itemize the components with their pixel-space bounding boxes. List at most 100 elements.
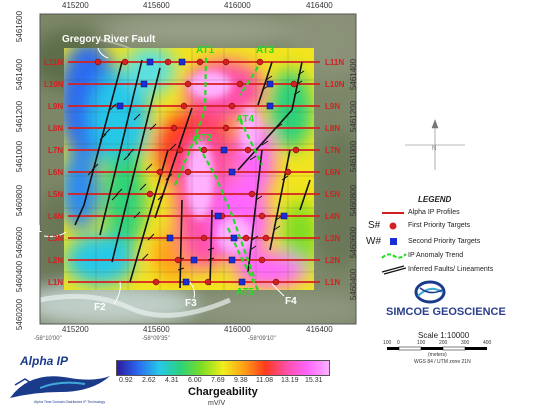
northing-tick: 5461400 <box>0 58 3 91</box>
fault-label: F4 <box>285 296 297 307</box>
northing-tick: 5461000 <box>349 140 359 173</box>
legend-label: IP Anomaly Trend <box>408 252 464 259</box>
legend-symbols <box>381 212 407 275</box>
line-label: L4N <box>325 212 340 221</box>
line-label: L4N <box>48 212 63 221</box>
trend-label: AT1 <box>196 45 215 56</box>
northing-tick: 5461000 <box>0 140 3 173</box>
colorbar-tick: 2.62 <box>142 377 156 384</box>
northing-tick: 5460800 <box>349 184 359 217</box>
line-label: L1N <box>325 278 340 287</box>
colorbar-tick: 15.31 <box>305 377 323 384</box>
company-name: SIMCOE GEOSCIENCE <box>386 306 506 318</box>
line-label: L8N <box>48 124 63 133</box>
fault-labels: F1 F2 F3 F4 <box>30 224 297 313</box>
legend-label: Inferred Faults/ Lineaments <box>408 266 494 273</box>
legend-title: LEGEND <box>418 195 452 204</box>
line-label: L9N <box>325 102 340 111</box>
line-label: L7N <box>325 146 340 155</box>
second-priority-targets <box>116 58 288 286</box>
northing-tick: 5461600 <box>0 10 3 43</box>
alpha-ip-logo: Alpha IP <box>20 354 69 368</box>
northing-tick: 5460600 <box>349 226 359 259</box>
colorbar-tick: 0.92 <box>119 377 133 384</box>
easting-tick: 415200 <box>62 325 89 334</box>
line-label: L1N <box>48 278 63 287</box>
colorbar-tick: 11.08 <box>256 377 273 384</box>
line-label: L8N <box>325 124 340 133</box>
simcoe-logo-icon <box>414 280 446 304</box>
svg-text:N: N <box>432 146 436 152</box>
line-labels-right: L11N L10N L9N L8N L7N L6N L5N L4N L3N L2… <box>325 58 345 287</box>
datum-text: WGS 84 / UTM zone 21N <box>414 359 471 365</box>
longitude-tick: -58°09'10" <box>248 336 276 342</box>
colorbar <box>116 360 330 376</box>
first-priority-targets <box>94 58 300 286</box>
easting-tick: 415600 <box>143 1 170 10</box>
line-label: L5N <box>325 190 340 199</box>
scale-bar <box>387 346 487 351</box>
line-label: L11N <box>325 58 344 67</box>
colorbar-unit: mV/V <box>208 400 226 407</box>
legend-symbol: S# <box>368 220 381 231</box>
colorbar-tick: 6.00 <box>188 377 202 384</box>
easting-tick: 415600 <box>143 325 170 334</box>
legend-label: First Priority Targets <box>408 222 471 229</box>
ip-profiles <box>68 61 320 283</box>
northing-tick: 5460200 <box>0 298 3 331</box>
scale-tick: 400 <box>483 340 492 346</box>
northing-tick: 5461400 <box>349 58 359 91</box>
colorbar-tick: 13.19 <box>281 377 299 384</box>
trend-label: AT5 <box>236 287 255 298</box>
alpha-ip-logo-icon <box>10 376 110 398</box>
line-label: L7N <box>48 146 63 155</box>
scale-text: Scale 1:10000 <box>418 331 470 340</box>
northing-tick: 5460400 <box>15 260 25 293</box>
northing-tick: 5460400 <box>349 268 359 301</box>
easting-tick: 416400 <box>306 325 333 334</box>
colorbar-tick: 7.69 <box>211 377 225 384</box>
northing-tick: 5461200 <box>15 100 25 133</box>
scale-tick: 100 <box>417 340 426 346</box>
northing-tick: 5460600 <box>15 226 25 259</box>
colorbar-tick: 9.38 <box>234 377 248 384</box>
fault-label: F2 <box>94 302 106 313</box>
scale-tick: 200 <box>439 340 448 346</box>
line-label: L2N <box>325 256 340 265</box>
line-label: L6N <box>325 168 340 177</box>
northing-tick: 5460800 <box>0 184 3 217</box>
fault-label: F3 <box>185 298 197 309</box>
legend-label: Alpha IP Profiles <box>408 209 460 216</box>
legend-symbol: W# <box>366 236 381 247</box>
river-label: Gregory River Fault <box>62 34 156 45</box>
easting-tick: 415200 <box>62 1 89 10</box>
northing-tick: 5460600 <box>0 226 3 259</box>
longitude-tick: -58°09'35" <box>142 336 170 342</box>
legend-label: Second Priority Targets <box>408 238 481 245</box>
easting-tick: 416400 <box>306 1 333 10</box>
northing-tick: 5461000 <box>15 140 25 173</box>
northing-tick: 5460800 <box>15 184 25 217</box>
longitude-tick: -58°10'00" <box>34 336 62 342</box>
northing-tick: 5461600 <box>15 10 25 43</box>
easting-tick: 416000 <box>224 1 251 10</box>
northing-tick: 5460200 <box>15 298 25 331</box>
scale-tick: 0 <box>397 340 400 346</box>
scale-tick: 300 <box>461 340 470 346</box>
north-arrow-icon: N <box>405 119 465 170</box>
line-label: L5N <box>48 190 63 199</box>
trend-labels: AT1 AT3 AT4 AT2 AT5 <box>194 45 275 298</box>
inferred-faults <box>74 59 311 289</box>
line-label: L3N <box>48 234 63 243</box>
northing-tick: 5461400 <box>15 58 25 91</box>
trend-label: AT4 <box>236 114 255 125</box>
map-frame <box>39 13 357 325</box>
line-label: L2N <box>48 256 63 265</box>
northing-tick: 5461200 <box>349 100 359 133</box>
northing-tick: 5461200 <box>0 100 3 133</box>
line-labels-left: L11N L10N L9N L8N L7N L6N L5N L4N L3N L2… <box>44 58 64 287</box>
alpha-ip-tagline: Alpha Time Domain Distributed IP Technol… <box>34 400 106 404</box>
callout-arrows <box>43 47 285 305</box>
